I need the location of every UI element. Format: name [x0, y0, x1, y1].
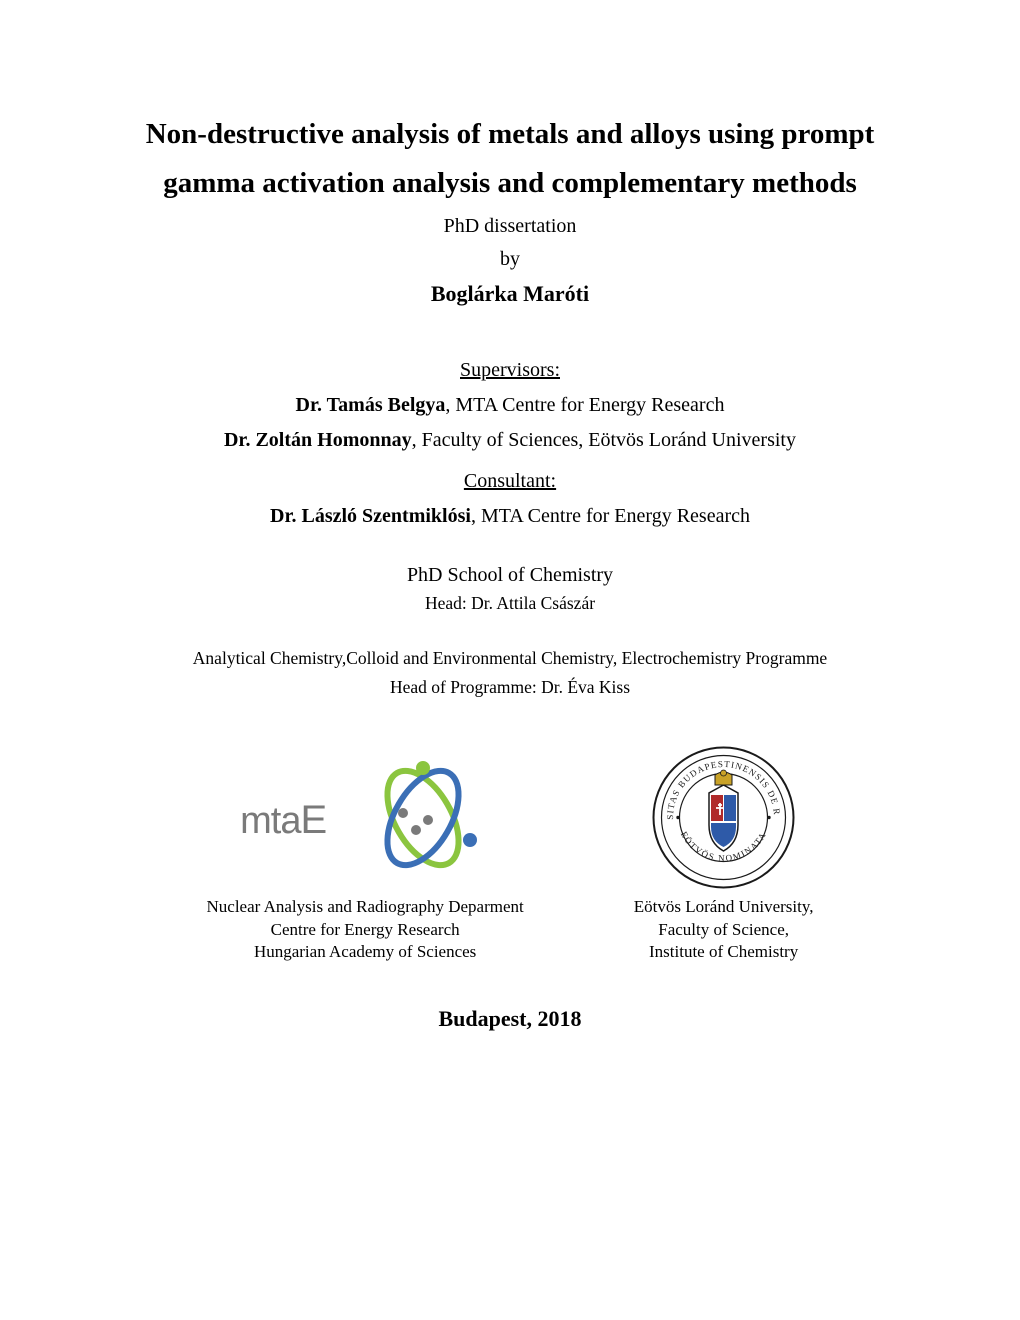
title-line-2: gamma activation analysis and complement…: [163, 167, 857, 199]
institution-1-caption: Nuclear Analysis and Radiography Deparme…: [207, 896, 524, 965]
phd-school: PhD School of Chemistry: [100, 564, 920, 587]
place-year: Budapest, 2018: [100, 1006, 920, 1032]
by-label: by: [100, 248, 920, 271]
consultant: Dr. László Szentmiklósi, MTA Centre for …: [100, 505, 920, 528]
consultant-name: Dr. László Szentmiklósi: [270, 505, 471, 527]
supervisor-2: Dr. Zoltán Homonnay, Faculty of Sciences…: [100, 429, 920, 452]
supervisor-2-name: Dr. Zoltán Homonnay: [224, 429, 412, 451]
mta-ek-wordmark: mtaE: [240, 798, 326, 843]
elte-seal-logo: UNIVERSITAS BUDAPESTINENSIS DE ROLANDO E…: [651, 748, 796, 888]
subtitle: PhD dissertation: [100, 215, 920, 238]
supervisors-block: Supervisors: Dr. Tamás Belgya, MTA Centr…: [100, 359, 920, 528]
elte-seal-icon: UNIVERSITAS BUDAPESTINENSIS DE ROLANDO E…: [651, 745, 796, 890]
mta-ek-atom-icon: [358, 758, 488, 878]
supervisor-1-name: Dr. Tamás Belgya: [296, 394, 446, 416]
inst1-line1: Nuclear Analysis and Radiography Deparme…: [207, 897, 524, 916]
institution-2-caption: Eötvös Loránd University, Faculty of Sci…: [634, 896, 814, 965]
inst2-line2: Faculty of Science,: [658, 920, 789, 939]
consultant-heading: Consultant:: [100, 470, 920, 493]
inst2-line3: Institute of Chemistry: [649, 942, 798, 961]
mta-ek-logo: mtaE: [240, 748, 490, 888]
inst1-line3: Hungarian Academy of Sciences: [254, 942, 476, 961]
institution-2: UNIVERSITAS BUDAPESTINENSIS DE ROLANDO E…: [634, 748, 814, 965]
supervisor-1: Dr. Tamás Belgya, MTA Centre for Energy …: [100, 394, 920, 417]
inst1-line2: Centre for Energy Research: [271, 920, 460, 939]
consultant-affiliation: , MTA Centre for Energy Research: [471, 505, 750, 527]
supervisor-1-affiliation: , MTA Centre for Energy Research: [445, 394, 724, 416]
author-name: Boglárka Maróti: [100, 281, 920, 307]
supervisors-heading: Supervisors:: [100, 359, 920, 382]
programme: Analytical Chemistry,Colloid and Environ…: [100, 648, 920, 669]
supervisor-2-affiliation: , Faculty of Sciences, Eötvös Loránd Uni…: [412, 429, 796, 451]
mta-text-b: E: [300, 798, 326, 842]
dissertation-title: Non-destructive analysis of metals and a…: [100, 110, 920, 209]
title-line-1: Non-destructive analysis of metals and a…: [146, 118, 875, 150]
school-head: Head: Dr. Attila Császár: [100, 593, 920, 614]
mta-text-a: mta: [240, 800, 300, 842]
logos-row: mtaE Nuclear Analysis and Radiography De…: [100, 748, 920, 965]
inst2-line1: Eötvös Loránd University,: [634, 897, 814, 916]
institution-1: mtaE Nuclear Analysis and Radiography De…: [207, 748, 524, 965]
programme-head: Head of Programme: Dr. Éva Kiss: [100, 677, 920, 698]
